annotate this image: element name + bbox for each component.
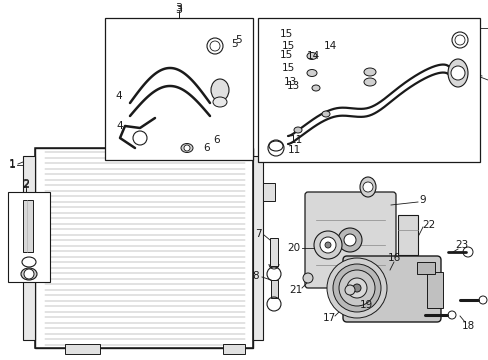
Circle shape <box>183 145 190 151</box>
Circle shape <box>326 258 386 318</box>
Circle shape <box>362 182 372 192</box>
Text: 3: 3 <box>175 5 182 15</box>
Text: 14: 14 <box>306 51 319 61</box>
Text: 22: 22 <box>422 220 435 230</box>
Bar <box>252 156 263 340</box>
Text: 10: 10 <box>487 73 488 83</box>
Ellipse shape <box>213 97 226 107</box>
Circle shape <box>346 278 366 298</box>
Text: 17: 17 <box>322 313 335 323</box>
Text: 15: 15 <box>279 50 292 60</box>
Bar <box>426 272 442 308</box>
Bar <box>397 215 417 255</box>
Circle shape <box>332 264 380 312</box>
Text: 2: 2 <box>22 179 29 189</box>
Ellipse shape <box>210 79 228 101</box>
Ellipse shape <box>21 268 37 280</box>
Ellipse shape <box>311 85 319 91</box>
Text: 20: 20 <box>287 243 300 253</box>
Text: 5: 5 <box>235 35 242 45</box>
Text: 1: 1 <box>8 160 16 170</box>
Text: 3: 3 <box>175 3 182 13</box>
Bar <box>270 280 278 298</box>
Circle shape <box>343 234 355 246</box>
Ellipse shape <box>447 59 467 87</box>
Circle shape <box>325 242 330 248</box>
Bar <box>23 156 35 340</box>
Text: 6: 6 <box>213 135 220 145</box>
Circle shape <box>450 66 464 80</box>
Ellipse shape <box>359 177 375 197</box>
Bar <box>35 148 252 348</box>
Bar <box>223 344 244 354</box>
Text: 6: 6 <box>203 143 210 153</box>
Bar <box>258 18 479 162</box>
Circle shape <box>338 270 374 306</box>
Text: 4: 4 <box>117 121 123 131</box>
Text: 9: 9 <box>419 195 426 205</box>
Ellipse shape <box>306 53 316 59</box>
FancyBboxPatch shape <box>342 256 440 322</box>
Text: 19: 19 <box>359 300 372 310</box>
Bar <box>416 262 434 274</box>
Text: 12: 12 <box>487 35 488 45</box>
Bar <box>23 200 33 252</box>
Circle shape <box>313 231 341 259</box>
Bar <box>269 238 278 266</box>
Text: 16: 16 <box>386 253 400 263</box>
Text: 11: 11 <box>287 145 300 155</box>
Text: 1: 1 <box>8 159 16 169</box>
Ellipse shape <box>181 144 193 153</box>
Text: 11: 11 <box>289 135 302 145</box>
Text: 5: 5 <box>231 39 238 49</box>
Circle shape <box>352 284 360 292</box>
Circle shape <box>319 237 335 253</box>
Circle shape <box>303 273 312 283</box>
Circle shape <box>345 285 354 295</box>
Bar <box>8 192 50 282</box>
Text: 23: 23 <box>454 240 468 250</box>
Text: 8: 8 <box>252 271 259 281</box>
Bar <box>263 183 274 201</box>
Text: 2: 2 <box>22 180 29 190</box>
Bar <box>105 18 252 160</box>
Text: 15: 15 <box>281 41 294 51</box>
Circle shape <box>337 228 361 252</box>
Text: 15: 15 <box>281 63 294 73</box>
Ellipse shape <box>306 69 316 77</box>
Text: 4: 4 <box>116 91 122 101</box>
Circle shape <box>24 269 34 279</box>
Ellipse shape <box>293 127 302 133</box>
FancyBboxPatch shape <box>305 192 395 288</box>
Text: 13: 13 <box>286 81 299 91</box>
Text: 13: 13 <box>283 77 296 87</box>
Text: 18: 18 <box>461 321 474 331</box>
Text: 15: 15 <box>279 29 292 39</box>
Ellipse shape <box>363 68 375 76</box>
Text: 7: 7 <box>254 229 261 239</box>
Bar <box>35 148 252 348</box>
Text: 14: 14 <box>323 41 336 51</box>
Text: 21: 21 <box>289 285 302 295</box>
Ellipse shape <box>321 111 329 117</box>
Ellipse shape <box>363 78 375 86</box>
Bar <box>65 344 100 354</box>
